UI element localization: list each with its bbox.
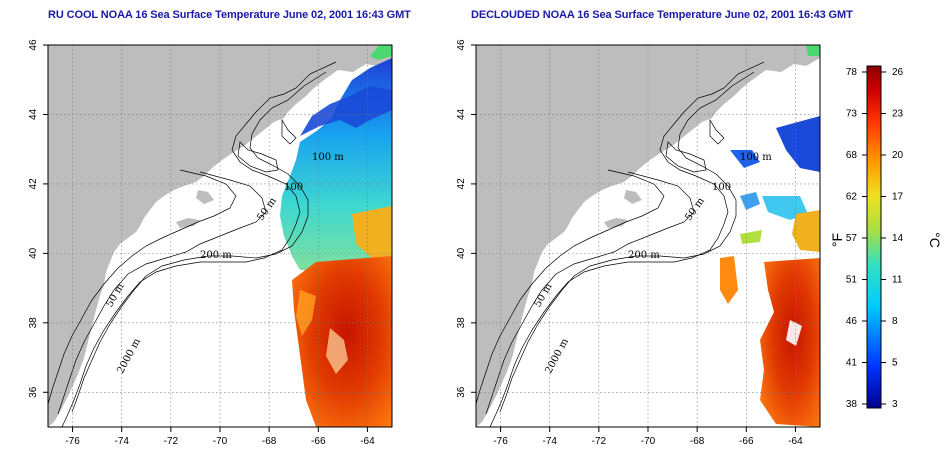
- fahrenheit-tick-label: 68: [846, 150, 858, 161]
- lon-tick-label: -68: [690, 436, 705, 447]
- colorbar: [866, 65, 882, 409]
- fahrenheit-tick-label: 73: [846, 109, 858, 120]
- fahrenheit-unit: °F: [829, 233, 845, 247]
- lat-tick-label: 46: [456, 39, 467, 51]
- celsius-tick-label: 5: [892, 358, 898, 369]
- celsius-unit: °C: [927, 232, 943, 248]
- lon-tick-label: -64: [360, 436, 375, 447]
- isobath-label: 200 m: [628, 250, 660, 261]
- left-map: [48, 45, 392, 427]
- isobath-label: 100: [712, 182, 731, 193]
- right-sst-gap: [786, 320, 802, 346]
- left-map-title: RU COOL NOAA 16 Sea Surface Temperature …: [48, 9, 411, 21]
- lon-tick-label: -74: [114, 436, 129, 447]
- isobath-label: 100 m: [740, 152, 772, 163]
- right-sst-nova-scotia: [776, 116, 820, 172]
- fahrenheit-tick-label: 41: [846, 358, 858, 369]
- lat-tick-label: 44: [28, 108, 39, 120]
- isobath-label: 100: [284, 182, 303, 193]
- lat-tick-label: 42: [28, 178, 39, 190]
- lat-tick-label: 40: [28, 247, 39, 259]
- lon-tick-label: -66: [739, 436, 754, 447]
- left-sst-eddy: [296, 290, 316, 336]
- left-sst-shelf-warm: [352, 206, 392, 262]
- lat-tick-label: 36: [28, 386, 39, 398]
- fahrenheit-tick-label: 51: [846, 275, 858, 286]
- lon-tick-label: -70: [641, 436, 656, 447]
- lon-tick-label: -66: [311, 436, 326, 447]
- left-sst-northeast: [370, 45, 392, 60]
- lat-tick-label: 42: [456, 178, 467, 190]
- lat-tick-label: 38: [456, 317, 467, 329]
- left-sst-gulf-maine: [300, 86, 392, 136]
- lat-tick-label: 44: [456, 108, 467, 120]
- celsius-tick-label: 26: [892, 67, 904, 78]
- right-axis-ticks: -76 -74 -72 -70 -68 -66 -64 46 44 42 40 38 36: [456, 39, 803, 447]
- right-sst-gulf-stream: [760, 258, 820, 427]
- fahrenheit-tick-label: 57: [846, 233, 858, 244]
- right-sst-northeast: [806, 45, 820, 56]
- lat-tick-label: 46: [28, 39, 39, 51]
- colorbar-ticks: 78 26 73 23 68 20 62 17 57 14 51 11 46 8 41 5 38 3: [846, 67, 904, 410]
- celsius-tick-label: 20: [892, 150, 904, 161]
- fahrenheit-tick-label: 78: [846, 67, 858, 78]
- left-axis-ticks: -76 -74 -72 -70 -68 -66 -64 46 44 42 40 38 36: [28, 39, 375, 447]
- left-sst-cloud-patch: [326, 328, 348, 374]
- right-isobaths: [475, 61, 765, 428]
- right-map-title: DECLOUDED NOAA 16 Sea Surface Temperatur…: [471, 9, 853, 21]
- celsius-tick-label: 8: [892, 316, 898, 327]
- right-sst-slope-warm: [792, 210, 820, 252]
- lon-tick-label: -74: [542, 436, 557, 447]
- lon-tick-label: -72: [164, 436, 179, 447]
- lon-tick-label: -68: [262, 436, 277, 447]
- fahrenheit-tick-label: 38: [846, 399, 858, 410]
- isobath-label: 100 m: [312, 152, 344, 163]
- celsius-tick-label: 17: [892, 192, 904, 203]
- lon-tick-label: -76: [493, 436, 508, 447]
- lat-tick-label: 38: [28, 317, 39, 329]
- celsius-tick-label: 23: [892, 109, 904, 120]
- right-sst-warm-strip: [720, 256, 738, 304]
- celsius-tick-label: 11: [892, 275, 903, 286]
- lat-tick-label: 40: [456, 247, 467, 259]
- celsius-tick-label: 3: [892, 399, 898, 410]
- isobath-label: 200 m: [200, 250, 232, 261]
- right-sst-cool-patch-1: [730, 150, 760, 168]
- right-sst-cool-patch-2: [740, 192, 760, 210]
- right-sst-shelf-front: [740, 230, 762, 244]
- lon-tick-label: -76: [65, 436, 80, 447]
- lat-tick-label: 36: [456, 386, 467, 398]
- lon-tick-label: -64: [788, 436, 803, 447]
- fahrenheit-tick-label: 62: [846, 192, 858, 203]
- fahrenheit-tick-label: 46: [846, 316, 858, 327]
- lon-tick-label: -70: [213, 436, 228, 447]
- celsius-tick-label: 14: [892, 233, 904, 244]
- left-isobaths: [47, 61, 337, 428]
- lon-tick-label: -72: [592, 436, 607, 447]
